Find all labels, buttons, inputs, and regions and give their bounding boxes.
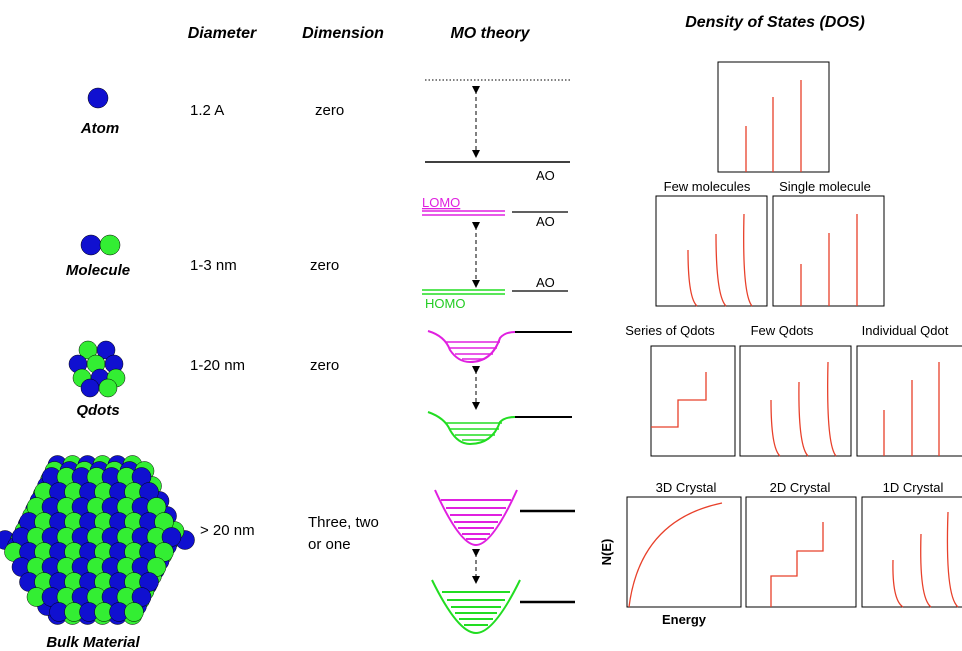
homo-label: HOMO	[425, 296, 465, 311]
dimension: zero	[315, 102, 344, 119]
x-axis-label: Energy	[662, 612, 707, 627]
header: Diameter	[188, 25, 257, 42]
dos-lines	[883, 362, 940, 456]
dos-lines	[800, 214, 858, 306]
atom-dot	[80, 378, 100, 398]
header: MO theory	[450, 25, 530, 42]
band	[431, 579, 521, 635]
levels	[442, 591, 510, 626]
atom-icon	[99, 234, 121, 256]
atom-dot	[96, 340, 116, 360]
panel-label: 2D Crystal	[770, 480, 831, 495]
dos-curves	[687, 213, 753, 307]
dos-lines	[745, 80, 802, 172]
lomo-label: LOMO	[422, 195, 460, 210]
panel-label: Single molecule	[779, 179, 871, 194]
diameter: 1.2 A	[190, 102, 224, 119]
diameter: 1-20 nm	[190, 357, 245, 374]
well	[427, 411, 516, 446]
y-axis-label: N(E)	[599, 539, 614, 566]
atom-dot	[98, 378, 118, 398]
dos-box	[739, 345, 852, 457]
band	[434, 489, 518, 547]
ao-label: AO	[536, 168, 555, 183]
row-name: Bulk Material	[46, 634, 140, 651]
diameter: > 20 nm	[200, 522, 255, 539]
panel-label: Few molecules	[664, 179, 751, 194]
dos-box	[626, 496, 742, 608]
dos-curves	[770, 361, 837, 457]
dos-box	[655, 195, 768, 307]
qdot-icon	[68, 340, 126, 398]
dimension: zero	[310, 357, 339, 374]
dos-box	[745, 496, 857, 608]
row-name: Qdots	[76, 402, 119, 419]
atom-icon	[80, 234, 102, 256]
row-name: Atom	[80, 120, 119, 137]
well	[427, 330, 516, 364]
dos-box	[861, 496, 962, 608]
dos-box	[650, 345, 736, 457]
level	[422, 289, 505, 295]
dos-curves	[892, 511, 959, 608]
header: Density of States (DOS)	[685, 14, 865, 31]
atom-icon	[87, 87, 109, 109]
dos-steps	[770, 522, 824, 607]
panel-label: Series of Qdots	[625, 323, 715, 338]
atom-dot	[124, 602, 144, 622]
ao-label: AO	[536, 214, 555, 229]
diameter: 1-3 nm	[190, 257, 237, 274]
dimension: or one	[308, 536, 351, 553]
levels	[446, 341, 500, 360]
panel-label: Few Qdots	[751, 323, 814, 338]
row-name: Molecule	[66, 262, 130, 279]
dimension: zero	[310, 257, 339, 274]
panel-label: 3D Crystal	[656, 480, 717, 495]
header: Dimension	[302, 25, 384, 42]
dos-3d	[628, 502, 723, 608]
ao-label: AO	[536, 275, 555, 290]
dos-box	[856, 345, 962, 457]
levels	[446, 422, 502, 441]
levels	[441, 499, 511, 540]
bulk-icon	[0, 455, 195, 625]
dimension: Three, two	[308, 514, 379, 531]
level	[422, 210, 505, 216]
dos-steps	[651, 372, 707, 428]
panel-label: 1D Crystal	[883, 480, 944, 495]
panel-label: Individual Qdot	[862, 323, 949, 338]
